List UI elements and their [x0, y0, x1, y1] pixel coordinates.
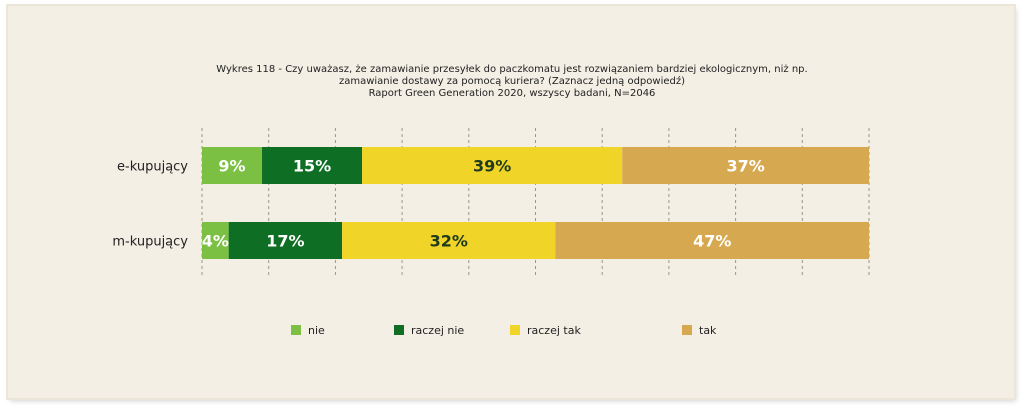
bar-segment — [622, 147, 869, 184]
legend-label: nie — [308, 324, 325, 337]
bar-segment — [202, 147, 263, 184]
bar-segment — [262, 147, 363, 184]
legend-swatch — [394, 325, 404, 335]
legend-label: raczej nie — [411, 324, 464, 337]
bar-segment — [202, 222, 229, 259]
data-label: 17% — [266, 232, 304, 251]
legend-swatch — [682, 325, 692, 335]
chart-title-line-3: Raport Green Generation 2020, wszyscy ba… — [368, 88, 656, 99]
bar-segment — [362, 147, 623, 184]
legend-swatch — [510, 325, 520, 335]
data-label: 39% — [473, 157, 511, 176]
bars: 9% 15% 39% 37% 4% 17% 32% 47% — [202, 147, 869, 259]
category-label: e-kupujący — [117, 160, 188, 175]
bar-segment — [342, 222, 556, 259]
category-label: m-kupujący — [112, 235, 188, 250]
legend-label: raczej tak — [527, 324, 581, 337]
data-label: 47% — [693, 232, 731, 251]
bar-segment — [228, 222, 343, 259]
chart-title-line-1: Wykres 118 - Czy uważasz, że zamawianie … — [216, 64, 808, 75]
legend-label: tak — [699, 324, 717, 337]
category-labels: e-kupujący m-kupujący — [112, 160, 188, 250]
data-label: 4% — [202, 232, 229, 251]
data-label: 32% — [430, 232, 468, 251]
chart-title: Wykres 118 - Czy uważasz, że zamawianie … — [0, 64, 1024, 100]
legend: nie raczej nie raczej tak tak — [291, 324, 717, 337]
data-label: 9% — [218, 157, 245, 176]
data-label: 37% — [726, 157, 764, 176]
legend-swatch — [291, 325, 301, 335]
chart-title-line-2: zamawianie dostawy za pomocą kuriera? (Z… — [338, 76, 686, 87]
bar-segment — [555, 222, 869, 259]
data-label: 15% — [293, 157, 331, 176]
